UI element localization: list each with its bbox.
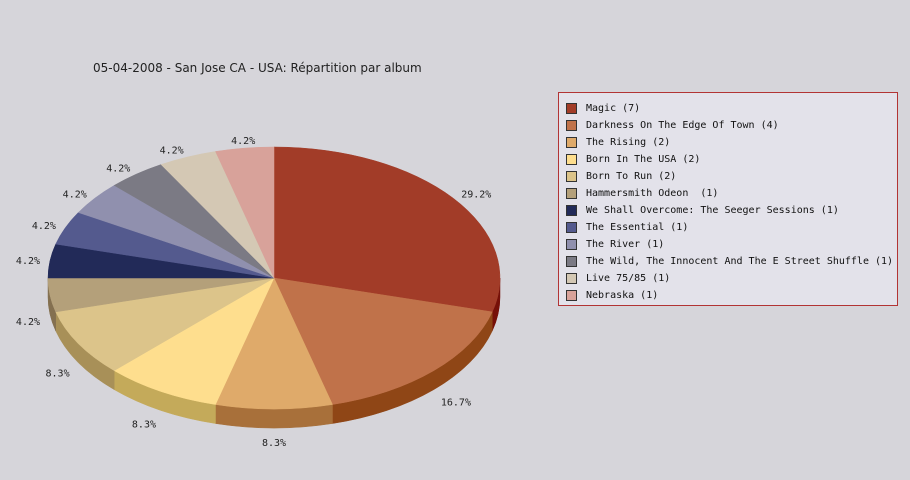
pie-slice-0 bbox=[273, 146, 501, 313]
legend-label: We Shall Overcome: The Seeger Sessions (… bbox=[586, 205, 839, 216]
legend-item: Nebraska (1) bbox=[559, 287, 897, 304]
legend-swatch bbox=[566, 120, 577, 131]
legend-swatch bbox=[566, 290, 577, 301]
legend-item: The Essential (1) bbox=[559, 219, 897, 236]
legend-label: The Wild, The Innocent And The E Street … bbox=[586, 256, 894, 267]
legend-swatch bbox=[566, 103, 577, 114]
legend-item: Born In The USA (2) bbox=[559, 151, 897, 168]
slice-percent-label: 4.2% bbox=[231, 136, 255, 147]
slice-percent-label: 4.2% bbox=[16, 317, 40, 328]
slice-percent-label: 4.2% bbox=[32, 221, 56, 232]
pie-top bbox=[47, 146, 501, 410]
legend-label: The Essential (1) bbox=[586, 222, 689, 233]
chart-title: 05-04-2008 - San Jose CA - USA: Répartit… bbox=[93, 61, 422, 75]
legend-label: Nebraska (1) bbox=[586, 290, 659, 301]
legend-swatch bbox=[566, 239, 577, 250]
slice-percent-label: 8.3% bbox=[262, 438, 286, 449]
pie-slice-1 bbox=[273, 277, 493, 405]
legend-swatch bbox=[566, 171, 577, 182]
slice-percent-label: 29.2% bbox=[461, 189, 491, 200]
legend: Magic (7) Darkness On The Edge Of Town (4… bbox=[558, 92, 898, 306]
legend-item: The Rising (2) bbox=[559, 134, 897, 151]
slice-percent-label: 4.2% bbox=[16, 256, 40, 267]
legend-swatch bbox=[566, 188, 577, 199]
slice-percent-label: 8.3% bbox=[132, 419, 156, 430]
legend-swatch bbox=[566, 273, 577, 284]
legend-item: The Wild, The Innocent And The E Street … bbox=[559, 253, 897, 270]
legend-label: The River (1) bbox=[586, 239, 665, 250]
legend-label: Hammersmith Odeon (1) bbox=[586, 188, 719, 199]
legend-swatch bbox=[566, 222, 577, 233]
legend-item: Born To Run (2) bbox=[559, 168, 897, 185]
pie-slice-3 bbox=[113, 277, 275, 405]
pie-labels: 29.2% 16.7% 8.3% 8.3% 8.3% 4.2% 4.2% 4.2% 4.2% 4.… bbox=[16, 136, 491, 449]
legend-swatch bbox=[566, 137, 577, 148]
slice-percent-label: 4.2% bbox=[63, 189, 87, 200]
legend-label: Live 75/85 (1) bbox=[586, 273, 671, 284]
slice-percent-label: 4.2% bbox=[160, 146, 184, 157]
legend-item: Darkness On The Edge Of Town (4) bbox=[559, 117, 897, 134]
legend-swatch bbox=[566, 154, 577, 165]
legend-swatch bbox=[566, 256, 577, 267]
legend-item: The River (1) bbox=[559, 236, 897, 253]
slice-percent-label: 16.7% bbox=[441, 397, 471, 408]
legend-item: Live 75/85 (1) bbox=[559, 270, 897, 287]
legend-item: Magic (7) bbox=[559, 100, 897, 117]
slice-percent-label: 4.2% bbox=[106, 164, 130, 175]
legend-label: Born In The USA (2) bbox=[586, 154, 701, 165]
pie-slice-2 bbox=[215, 277, 333, 410]
pie-sides bbox=[47, 277, 501, 429]
pie-slice-4 bbox=[55, 277, 275, 371]
pie-slice-11 bbox=[215, 146, 275, 279]
legend-label: Magic (7) bbox=[586, 103, 641, 114]
slice-percent-label: 8.3% bbox=[46, 369, 70, 380]
legend-item: Hammersmith Odeon (1) bbox=[559, 185, 897, 202]
legend-item: We Shall Overcome: The Seeger Sessions (… bbox=[559, 202, 897, 219]
legend-label: Born To Run (2) bbox=[586, 171, 677, 182]
legend-swatch bbox=[566, 205, 577, 216]
legend-label: The Rising (2) bbox=[586, 137, 671, 148]
legend-label: Darkness On The Edge Of Town (4) bbox=[586, 120, 779, 131]
